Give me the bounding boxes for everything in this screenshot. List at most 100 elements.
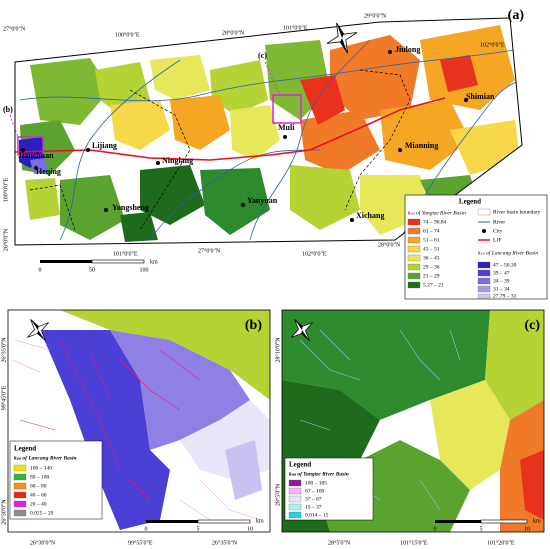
scale-label: 50 xyxy=(89,267,95,273)
legend-label: River xyxy=(493,219,505,225)
group xyxy=(282,310,544,532)
map-shape xyxy=(110,100,170,150)
map-shape xyxy=(291,319,313,341)
coordinate-label: 26°30'0"N xyxy=(0,499,7,525)
coordinate-label: 28°0'0"N xyxy=(222,29,245,36)
scale-label: 0 xyxy=(145,526,148,532)
map-shape xyxy=(398,148,402,152)
map-shape xyxy=(60,175,125,240)
legend-title: Legend xyxy=(14,445,36,453)
map-shape xyxy=(7,309,271,533)
map-shape xyxy=(34,166,38,170)
map-shape xyxy=(13,473,27,481)
map-shape xyxy=(407,227,421,235)
map-shape xyxy=(30,319,46,341)
legend-label: 31 – 34 xyxy=(493,286,510,292)
legend-label: City xyxy=(493,228,503,234)
coordinate-label: 101°0'0"E xyxy=(283,24,308,31)
map-shape xyxy=(407,218,421,226)
map-shape xyxy=(388,50,392,54)
map-shape xyxy=(520,450,544,520)
map-shape xyxy=(360,400,440,460)
map-shape xyxy=(477,277,491,285)
coordinate-label: 28°10'0"N xyxy=(274,337,281,363)
coordinate-label: 26°30'0"N xyxy=(30,539,56,546)
map-shape xyxy=(300,75,345,125)
legend-label: 37 – 67 xyxy=(305,496,322,502)
panel-label: (a) xyxy=(508,8,525,23)
map-shape xyxy=(29,184,76,231)
legend-swatches xyxy=(288,479,302,519)
map-shape xyxy=(86,148,90,152)
legend-heading: kₛₙ of Lancang River Basin xyxy=(14,455,77,461)
legend-label: 0.014 – 15 xyxy=(305,512,329,518)
map-shape xyxy=(407,254,421,262)
scale-label: 5 xyxy=(480,526,483,532)
legend-symbols xyxy=(478,221,490,241)
city-label: Ninglang xyxy=(162,156,193,165)
map-shape xyxy=(281,309,545,533)
basin-patches xyxy=(15,18,522,245)
map-shape xyxy=(13,464,27,472)
map-shape xyxy=(120,212,158,242)
coordinate-label: 28°5'0"N xyxy=(328,539,351,546)
map-shape xyxy=(59,59,181,241)
map-shape xyxy=(288,487,302,495)
legend-label: 100 – 105 xyxy=(305,480,327,486)
map-shape xyxy=(299,329,461,511)
map-shape xyxy=(170,95,230,150)
scale-label: km xyxy=(533,518,541,524)
scale-label: 0 xyxy=(39,267,42,273)
panel-label: (b) xyxy=(245,318,262,333)
map-shape xyxy=(294,319,310,341)
map-shape xyxy=(440,55,478,92)
legend-label: 21 – 29 xyxy=(423,273,440,279)
city-label: Heqing xyxy=(36,167,61,176)
coordinate-label: 101°0'0"E xyxy=(113,250,138,257)
map-shape xyxy=(464,98,468,102)
legend-label: LJF xyxy=(493,237,502,243)
map-shape xyxy=(407,236,421,244)
map-shape xyxy=(110,330,250,450)
coordinate-label: 100°0'0"E xyxy=(115,31,140,38)
coordinate-label: 29°0'0"N xyxy=(364,12,387,19)
legend-label: 36 – 43 xyxy=(423,255,440,261)
map-shape xyxy=(350,218,354,222)
map-shape xyxy=(407,281,421,289)
legend-heading: kₛₙ of Yangtze River Basin xyxy=(408,209,466,216)
legend-label: 40 – 60 xyxy=(30,492,47,498)
map-shape xyxy=(482,229,486,233)
city-label: Jianchuan xyxy=(18,151,54,160)
scale-label: 10 xyxy=(524,526,530,532)
city-label: Xichang xyxy=(356,211,384,220)
legend-label: 5.27 – 21 xyxy=(423,282,444,288)
map-shape xyxy=(40,260,92,263)
legend-heading: kₛₙ of Yangtze River Basin xyxy=(289,471,349,477)
map-shape xyxy=(13,491,27,499)
map-shape xyxy=(288,503,302,511)
map-shape xyxy=(14,17,523,246)
map-shape xyxy=(435,520,481,523)
legend-swatches xyxy=(13,464,27,517)
map-shape xyxy=(288,479,302,487)
legend-label: 47 – 50.30 xyxy=(493,262,517,268)
panel-c-map xyxy=(281,309,545,533)
map-shape xyxy=(477,293,491,299)
city-label: Lijiang xyxy=(92,141,117,150)
map-shape xyxy=(241,203,245,207)
map-shape xyxy=(129,89,191,231)
map-shape xyxy=(15,97,446,161)
inset-marker: (b) xyxy=(3,105,13,114)
map-shape xyxy=(477,285,491,293)
map-shape xyxy=(477,261,491,269)
map-shape xyxy=(156,161,160,165)
map-shape xyxy=(407,272,421,280)
map-shape xyxy=(477,269,491,277)
legend-label: 51 – 61 xyxy=(423,237,440,243)
legend-title: Legend xyxy=(459,198,481,206)
map-shape xyxy=(380,100,470,170)
map-shape xyxy=(430,380,510,490)
scale-label: 5 xyxy=(197,526,200,532)
map-shape xyxy=(272,94,302,124)
